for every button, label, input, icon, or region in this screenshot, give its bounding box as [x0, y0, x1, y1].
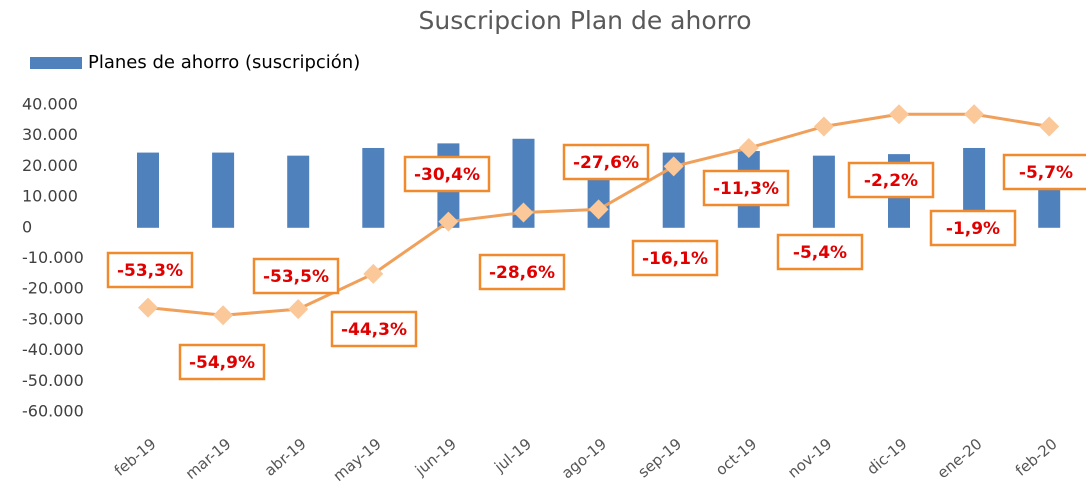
x-tick-label: ago-19	[558, 435, 610, 483]
marker	[213, 305, 234, 326]
y-tick-label: -20.000	[22, 279, 84, 298]
marker	[889, 104, 909, 125]
label-box	[403, 155, 491, 193]
label-box	[929, 209, 1017, 247]
data-label: -53,3%	[117, 261, 183, 281]
data-label: -5,4%	[793, 243, 847, 263]
label-box	[330, 310, 418, 348]
marker	[138, 297, 158, 318]
y-tick-label: -40.000	[22, 340, 84, 359]
label-box	[562, 143, 650, 181]
marker	[663, 156, 684, 177]
label-box	[106, 251, 194, 289]
marker	[1039, 116, 1060, 137]
legend-label: Planes de ahorro (suscripción)	[88, 52, 360, 73]
x-tick-label: sep-19	[634, 435, 685, 482]
y-tick-label: 0	[22, 217, 32, 236]
label-box	[478, 253, 566, 291]
x-tick-label: mar-19	[182, 435, 235, 483]
label-box	[1002, 153, 1086, 191]
y-tick-label: 30.000	[22, 125, 78, 144]
label-box	[178, 343, 266, 381]
bar	[212, 152, 235, 228]
x-tick-label: may-19	[330, 435, 385, 485]
data-label: -16,1%	[642, 249, 708, 269]
x-tick-label: feb-20	[1012, 435, 1061, 480]
x-tick-label: dic-19	[863, 435, 910, 479]
label-box	[252, 257, 340, 295]
data-label: -2,2%	[864, 171, 918, 191]
bar	[137, 152, 159, 228]
data-label: -53,5%	[263, 267, 329, 287]
y-tick-label: -30.000	[22, 309, 84, 328]
data-label: -28,6%	[489, 263, 555, 283]
marker	[813, 116, 834, 137]
data-label: -30,4%	[414, 165, 480, 185]
label-box	[702, 169, 790, 207]
x-tick-label: abr-19	[261, 435, 310, 480]
data-label: -1,9%	[946, 219, 1000, 239]
marker	[738, 137, 759, 158]
marker	[438, 211, 459, 232]
y-tick-label: 10.000	[22, 187, 78, 206]
x-tick-label: oct-19	[712, 435, 760, 480]
x-tick-label: ene-20	[934, 435, 986, 483]
bar	[812, 155, 835, 228]
bar	[287, 155, 310, 228]
y-tick-label: 20.000	[22, 156, 78, 175]
label-box	[631, 239, 719, 277]
data-label: -54,9%	[189, 353, 255, 373]
label-box	[776, 233, 864, 271]
data-label: -5,7%	[1019, 163, 1073, 183]
y-tick-label: -50.000	[22, 371, 84, 390]
label-box	[847, 161, 935, 199]
data-label: -44,3%	[341, 320, 407, 340]
y-tick-label: -10.000	[22, 248, 84, 267]
bar	[512, 138, 535, 228]
marker	[363, 263, 384, 284]
marker	[513, 202, 534, 223]
bar	[362, 147, 385, 228]
y-tick-label: 40.000	[22, 95, 78, 114]
marker	[288, 299, 309, 320]
x-tick-label: feb-19	[111, 435, 160, 480]
marker	[964, 104, 985, 125]
data-label: -27,6%	[573, 153, 639, 173]
y-tick-label: -60.000	[22, 402, 84, 421]
data-label: -11,3%	[713, 179, 779, 199]
bar	[662, 152, 685, 228]
bar	[963, 147, 986, 228]
x-tick-label: jul-19	[490, 435, 535, 477]
x-tick-label: jun-19	[411, 435, 460, 480]
x-tick-label: nov-19	[784, 435, 835, 482]
chart-title: Suscripcion Plan de ahorro	[418, 6, 751, 35]
marker	[588, 199, 609, 220]
legend-swatch	[30, 57, 82, 69]
